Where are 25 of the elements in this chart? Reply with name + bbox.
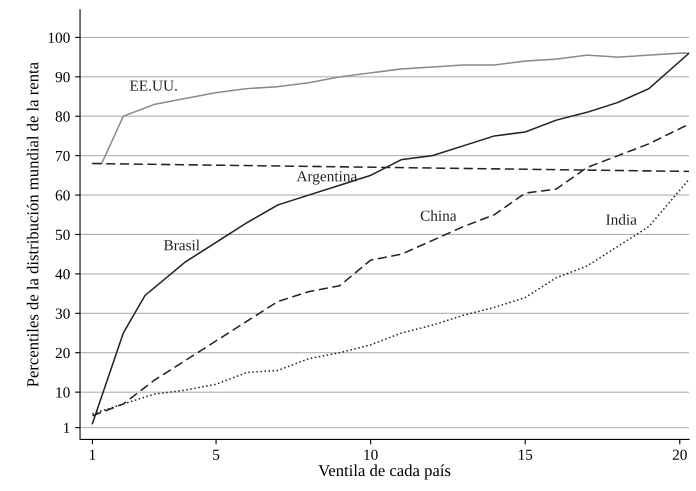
x-axis-title: Ventila de cada país (318, 464, 450, 480)
x-tick-label: 5 (213, 450, 220, 460)
y-tick-label: 10 (56, 387, 70, 398)
y-tick-label: 50 (56, 230, 70, 240)
x-tick-label: 10 (364, 450, 378, 460)
line-series (92, 52, 690, 164)
y-tick-label: 40 (55, 269, 70, 280)
y-tick-label: 30 (56, 308, 70, 319)
x-tick-label: 20 (672, 450, 687, 460)
y-tick-label: 1 (64, 422, 70, 433)
line-series (92, 52, 690, 424)
x-tick-label: 1 (90, 450, 96, 460)
y-axis-title: Percentiles de la distribución mundial de la renta (26, 62, 38, 387)
series-label: Brasil (164, 240, 200, 250)
y-tick-label: 90 (56, 72, 70, 82)
series-label: China (420, 210, 456, 221)
x-tick-label: 15 (518, 450, 532, 460)
y-tick-label: 80 (56, 111, 70, 122)
y-tick-label: 20 (56, 348, 70, 358)
series-label: EE.UU. (130, 80, 177, 91)
y-tick-label: 70 (56, 150, 70, 162)
series-label: India (606, 214, 637, 225)
series-label: Argentina (296, 171, 358, 185)
y-tick-label: 100 (48, 32, 70, 43)
y-tick-label: 60 (56, 190, 70, 201)
